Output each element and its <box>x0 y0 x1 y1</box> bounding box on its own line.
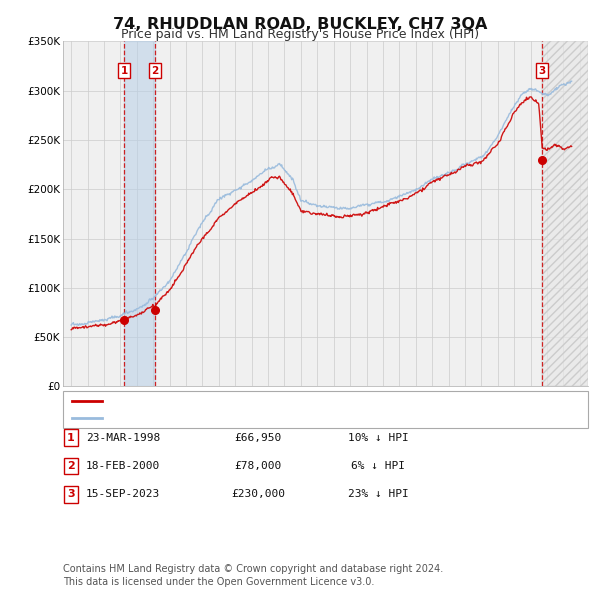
Text: 6% ↓ HPI: 6% ↓ HPI <box>351 461 405 471</box>
Text: 15-SEP-2023: 15-SEP-2023 <box>86 490 160 499</box>
Text: £66,950: £66,950 <box>235 433 281 442</box>
Text: 18-FEB-2000: 18-FEB-2000 <box>86 461 160 471</box>
Text: 2: 2 <box>67 461 74 471</box>
Text: 23-MAR-1998: 23-MAR-1998 <box>86 433 160 442</box>
Text: 3: 3 <box>67 490 74 499</box>
Text: 1: 1 <box>67 433 74 442</box>
Bar <box>542 41 588 386</box>
Text: £230,000: £230,000 <box>231 490 285 499</box>
Text: Price paid vs. HM Land Registry's House Price Index (HPI): Price paid vs. HM Land Registry's House … <box>121 28 479 41</box>
Text: 10% ↓ HPI: 10% ↓ HPI <box>347 433 409 442</box>
Text: HPI: Average price, detached house, Flintshire: HPI: Average price, detached house, Flin… <box>108 412 349 422</box>
Text: 23% ↓ HPI: 23% ↓ HPI <box>347 490 409 499</box>
Text: 3: 3 <box>539 66 546 76</box>
Text: 1: 1 <box>121 66 128 76</box>
Text: £78,000: £78,000 <box>235 461 281 471</box>
Text: 74, RHUDDLAN ROAD, BUCKLEY, CH7 3QA: 74, RHUDDLAN ROAD, BUCKLEY, CH7 3QA <box>113 17 487 31</box>
Bar <box>124 41 155 386</box>
Text: 74, RHUDDLAN ROAD, BUCKLEY, CH7 3QA (detached house): 74, RHUDDLAN ROAD, BUCKLEY, CH7 3QA (det… <box>108 396 423 407</box>
Text: 2: 2 <box>152 66 159 76</box>
Text: Contains HM Land Registry data © Crown copyright and database right 2024.
This d: Contains HM Land Registry data © Crown c… <box>63 564 443 587</box>
Bar <box>542 41 588 386</box>
